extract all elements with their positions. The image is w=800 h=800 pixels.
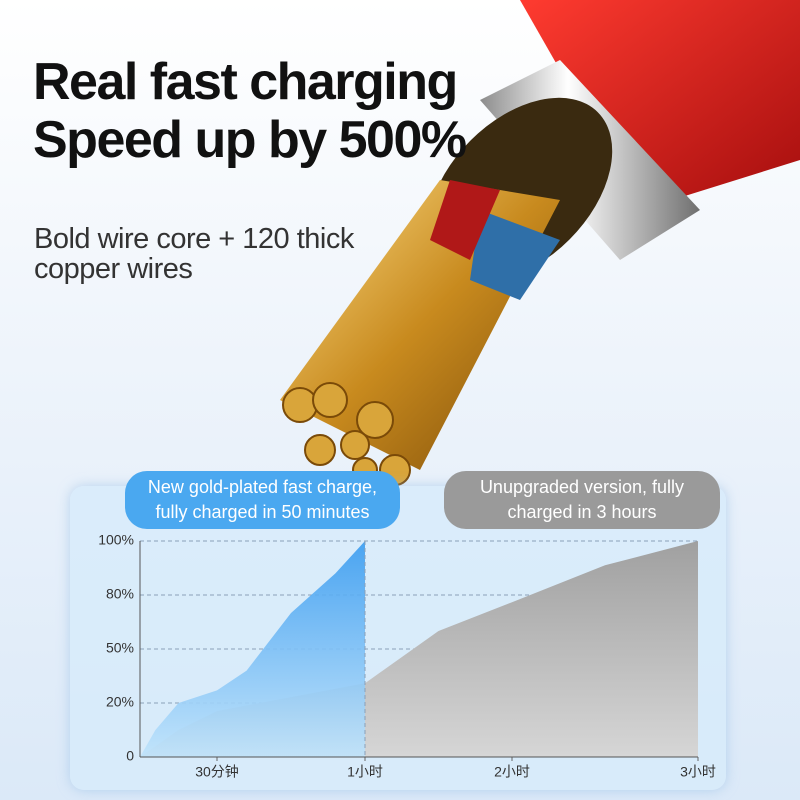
y-tick-label: 0 — [126, 748, 134, 764]
y-tick-label: 100% — [98, 532, 134, 548]
headline: Speed up by 500% — [33, 111, 467, 169]
callout-text: charged in 3 hours — [507, 502, 657, 522]
area — [140, 541, 365, 757]
x-tick-label: 1小时 — [347, 764, 383, 780]
callout: New gold-plated fast charge, fully charg… — [125, 471, 400, 529]
callout-text: Unupgraded version, fully — [479, 477, 685, 497]
x-tick-label: 3小时 — [680, 764, 716, 780]
callout: Unupgraded version, fully charged in 3 h… — [444, 471, 720, 529]
subheading: copper wires — [34, 253, 193, 285]
callout-text: New gold-plated fast charge, — [147, 477, 378, 497]
x-tick-label: 2小时 — [494, 764, 530, 780]
y-tick-label: 50% — [106, 640, 134, 656]
y-tick-label: 80% — [106, 586, 134, 602]
x-tick-label: 30分钟 — [195, 764, 239, 780]
headline: Real fast charging — [33, 53, 458, 111]
callout-text: fully charged in 50 minutes — [155, 502, 370, 522]
subheading: Bold wire core + 120 thick — [34, 223, 354, 255]
y-tick-label: 20% — [106, 694, 134, 710]
